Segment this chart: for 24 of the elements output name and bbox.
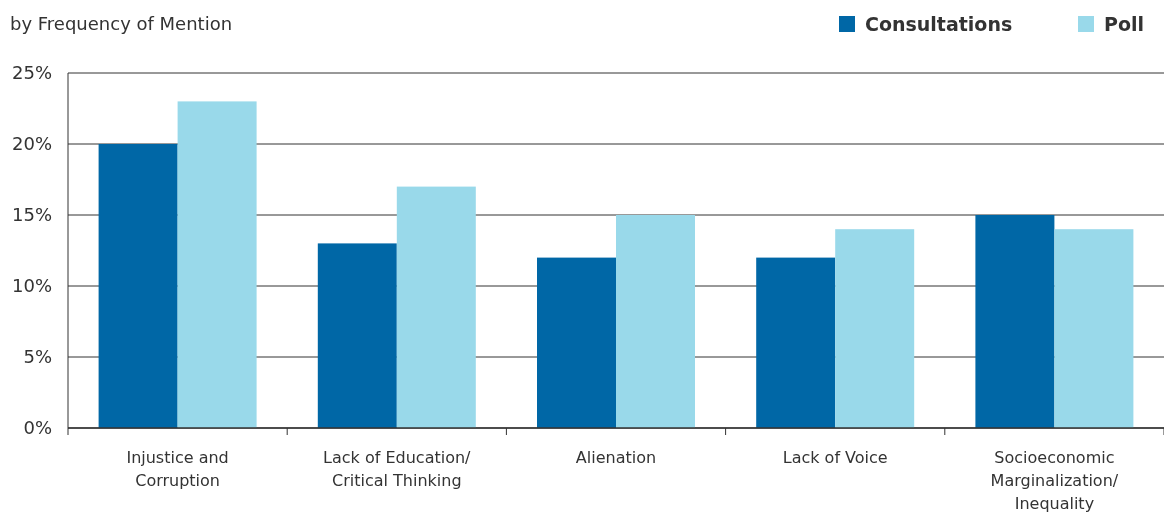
bar — [317, 243, 397, 428]
y-tick-label: 20% — [11, 133, 52, 154]
bar — [616, 215, 695, 428]
y-tick-label: 0% — [23, 417, 52, 438]
bar — [98, 144, 178, 428]
x-tick-label: Lack of Voice — [782, 448, 888, 467]
bar — [835, 229, 915, 428]
x-tick-label: Alienation — [575, 448, 657, 467]
y-tick-label: 10% — [11, 275, 52, 296]
x-tick-label: Socioeconomic Marginalization/ Inequality — [990, 448, 1119, 512]
bar — [537, 257, 616, 428]
y-tick-label: 15% — [11, 204, 52, 225]
bar — [975, 215, 1055, 428]
bar — [396, 186, 476, 428]
chart-title: by Frequency of Mention — [10, 13, 233, 34]
bar — [1054, 229, 1134, 428]
y-tick-label: 5% — [23, 346, 52, 367]
x-tick-label: Lack of Education/ Critical Thinking — [323, 448, 472, 490]
legend-label: Poll — [1104, 13, 1145, 35]
x-tick-label: Injustice and Corruption — [126, 448, 229, 490]
bar — [756, 257, 836, 428]
legend-label: Consultations — [865, 13, 1013, 35]
y-tick-label: 25% — [11, 62, 52, 83]
bar — [177, 101, 257, 428]
